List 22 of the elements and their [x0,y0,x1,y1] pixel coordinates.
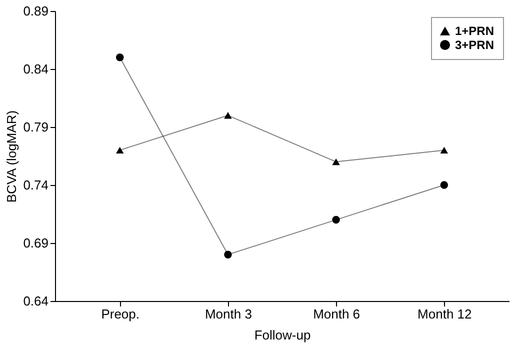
point [224,250,232,258]
y-axis-title: BCVA (logMAR) [4,110,20,203]
legend-label: 1+PRN [455,24,494,38]
y-tick-label: 0.69 [23,236,48,250]
point [224,112,232,119]
y-tick-label: 0.84 [23,62,48,76]
x-tick-label: Month 6 [313,306,360,322]
point [440,146,448,154]
x-axis-title: Follow-up [254,328,311,342]
x-tick-label: Preop. [101,306,140,322]
y-tick-label: 0.89 [23,4,48,18]
point [116,146,124,154]
y-tick-label: 0.79 [23,120,48,134]
y-tick-label: 0.74 [23,178,48,192]
legend-label: 3+PRN [455,38,494,52]
y-tick-label: 0.64 [23,294,48,308]
point [332,158,340,166]
x-tick-label: Month 12 [418,306,472,322]
x-tick-label: Month 3 [204,306,252,322]
point [440,181,448,189]
point [332,216,340,224]
point [116,54,124,62]
